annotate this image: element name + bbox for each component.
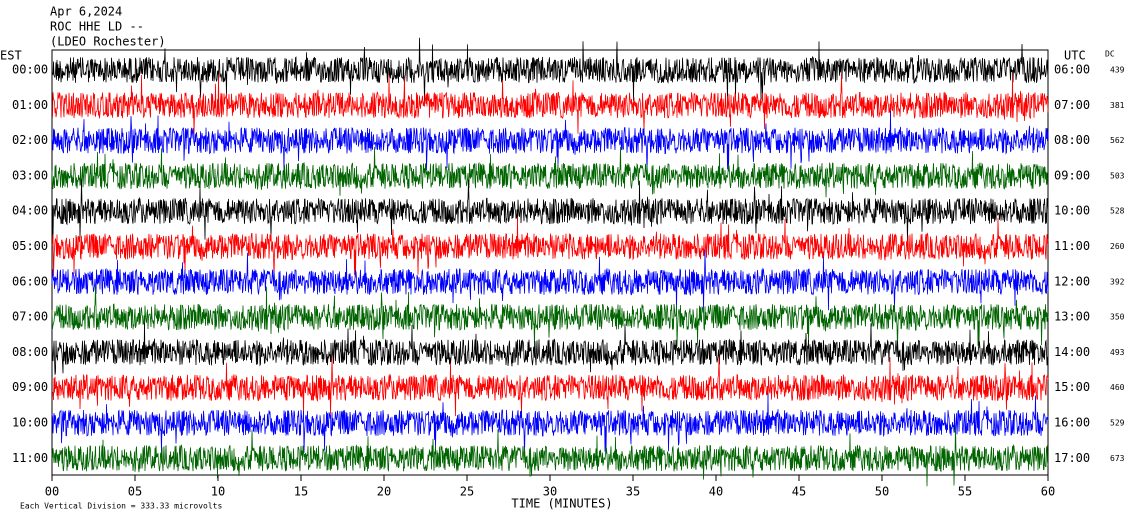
est-label: 06:00 xyxy=(12,274,48,288)
traces xyxy=(51,37,1049,487)
plot-frame xyxy=(51,49,1049,476)
utc-label: 07:00 xyxy=(1054,98,1090,112)
est-label: 08:00 xyxy=(12,345,48,359)
est-label: 01:00 xyxy=(12,98,48,112)
est-label: 11:00 xyxy=(12,451,48,465)
x-tick-label: 55 xyxy=(958,485,972,499)
trace xyxy=(51,110,1049,173)
est-label: 10:00 xyxy=(12,416,48,430)
trace xyxy=(51,393,1049,456)
trace xyxy=(51,146,1049,198)
utc-label: 10:00 xyxy=(1054,204,1090,218)
utc-label: 13:00 xyxy=(1054,310,1090,324)
trace xyxy=(51,285,1049,350)
x-tick-label: 20 xyxy=(377,485,391,499)
x-tick-label: 40 xyxy=(709,485,723,499)
dc-value: 460 xyxy=(1110,383,1125,392)
dc-value: 529 xyxy=(1110,419,1125,428)
trace xyxy=(51,37,1049,102)
x-tick-label: 35 xyxy=(626,485,640,499)
utc-label: 12:00 xyxy=(1054,274,1090,288)
utc-label: 11:00 xyxy=(1054,239,1090,253)
x-tick-label: 00 xyxy=(45,485,59,499)
trace xyxy=(51,179,1049,242)
utc-label: 15:00 xyxy=(1054,380,1090,394)
dc-value: 493 xyxy=(1110,348,1125,357)
dc-value: 562 xyxy=(1110,136,1125,145)
est-label: 07:00 xyxy=(12,310,48,324)
dc-value: 350 xyxy=(1110,313,1125,322)
x-tick-label: 25 xyxy=(460,485,474,499)
trace xyxy=(51,216,1049,279)
utc-label: 17:00 xyxy=(1054,451,1090,465)
trace xyxy=(51,322,1049,375)
utc-label: 16:00 xyxy=(1054,416,1090,430)
est-label: 00:00 xyxy=(12,63,48,77)
x-tick-label: 45 xyxy=(792,485,806,499)
utc-label: 08:00 xyxy=(1054,133,1090,147)
dc-value: 381 xyxy=(1110,101,1125,110)
trace xyxy=(51,426,1049,487)
header-line: Apr 6,2024 xyxy=(50,5,122,19)
dc-value: 673 xyxy=(1110,454,1125,463)
utc-label: 09:00 xyxy=(1054,168,1090,182)
x-tick-label: 10 xyxy=(211,485,225,499)
trace xyxy=(51,355,1049,417)
est-label: 05:00 xyxy=(12,239,48,253)
x-tick-label: 50 xyxy=(875,485,889,499)
header-line: ROC HHE LD -- xyxy=(50,20,144,34)
right-axis-title: UTC xyxy=(1064,49,1086,63)
left-axis-title: EST xyxy=(0,49,22,63)
dc-value: 528 xyxy=(1110,207,1125,216)
est-label: 02:00 xyxy=(12,133,48,147)
est-label: 03:00 xyxy=(12,168,48,182)
utc-label: 06:00 xyxy=(1054,63,1090,77)
trace xyxy=(51,73,1049,135)
header-line: (LDEO Rochester) xyxy=(50,35,166,49)
est-label: 04:00 xyxy=(12,204,48,218)
x-axis-title: TIME (MINUTES) xyxy=(511,497,612,511)
utc-label: 14:00 xyxy=(1054,345,1090,359)
dc-value: 439 xyxy=(1110,66,1125,75)
est-label: 09:00 xyxy=(12,380,48,394)
dc-value: 392 xyxy=(1110,277,1125,286)
x-tick-label: 60 xyxy=(1041,485,1055,499)
x-tick-label: 30 xyxy=(543,485,557,499)
dc-value: 503 xyxy=(1110,171,1125,180)
footnote: Each Vertical Division = 333.33 microvol… xyxy=(20,502,222,511)
trace xyxy=(51,249,1049,311)
dc-title: DC xyxy=(1105,50,1115,59)
dc-value: 260 xyxy=(1110,242,1125,251)
x-tick-label: 05 xyxy=(128,485,142,499)
x-tick-label: 15 xyxy=(294,485,308,499)
